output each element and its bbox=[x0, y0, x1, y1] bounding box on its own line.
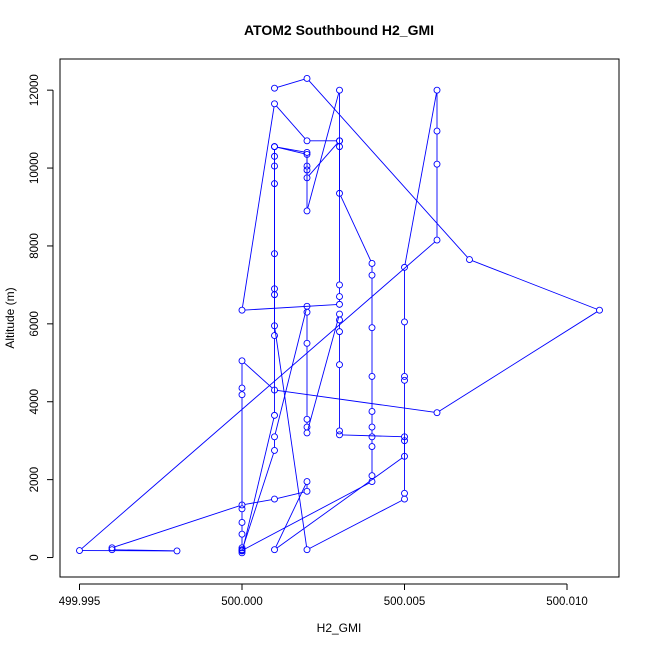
series-segment bbox=[277, 147, 304, 152]
data-point bbox=[467, 257, 473, 263]
x-tick-label: 500.010 bbox=[546, 596, 588, 608]
data-point bbox=[304, 208, 310, 214]
data-point bbox=[304, 75, 310, 81]
series-segment bbox=[275, 329, 307, 547]
y-tick-label: 4000 bbox=[29, 389, 41, 415]
series-segment bbox=[275, 309, 306, 434]
chart-title: ATOM2 Southbound H2_GMI bbox=[244, 22, 434, 38]
y-tick-label: 0 bbox=[29, 554, 41, 560]
series-segment bbox=[308, 317, 339, 430]
data-point bbox=[369, 325, 375, 331]
data-point bbox=[434, 128, 440, 134]
y-tick-label: 12000 bbox=[29, 74, 41, 106]
series-segment bbox=[440, 312, 597, 411]
data-point bbox=[369, 408, 375, 414]
data-point bbox=[434, 410, 440, 416]
data-point bbox=[402, 490, 408, 496]
data-point bbox=[272, 496, 278, 502]
series-segment bbox=[245, 305, 337, 310]
data-point bbox=[337, 329, 343, 335]
series-segment bbox=[244, 363, 272, 388]
data-point bbox=[239, 531, 245, 537]
data-point bbox=[337, 301, 343, 307]
series-segment bbox=[309, 143, 338, 175]
data-point bbox=[272, 547, 278, 553]
series-segment bbox=[309, 81, 467, 258]
series-segment bbox=[276, 106, 305, 138]
data-point bbox=[272, 434, 278, 440]
series-segment bbox=[243, 418, 274, 550]
y-tick-label: 8000 bbox=[29, 233, 41, 259]
data-point bbox=[272, 101, 278, 107]
data-point bbox=[337, 294, 343, 300]
series-segment bbox=[342, 435, 401, 437]
data-point bbox=[272, 144, 278, 150]
data-point bbox=[369, 272, 375, 278]
data-point bbox=[304, 430, 310, 436]
data-point bbox=[272, 412, 278, 418]
data-point bbox=[272, 85, 278, 91]
series-segment bbox=[115, 506, 239, 547]
series-segment bbox=[277, 390, 434, 412]
series-segment bbox=[308, 93, 339, 208]
data-point bbox=[402, 377, 408, 383]
data-point bbox=[337, 432, 343, 438]
y-tick-label: 2000 bbox=[29, 467, 41, 493]
data-point bbox=[272, 333, 278, 339]
data-point bbox=[369, 260, 375, 266]
data-point bbox=[369, 444, 375, 450]
data-point bbox=[369, 373, 375, 379]
series-segment bbox=[472, 261, 596, 309]
data-point bbox=[239, 392, 245, 398]
series-segment bbox=[245, 483, 370, 549]
y-axis-label: Altitude (m) bbox=[3, 287, 17, 348]
data-point bbox=[434, 237, 440, 243]
data-point bbox=[304, 416, 310, 422]
data-point bbox=[597, 307, 603, 313]
series-segment bbox=[341, 196, 371, 261]
data-point bbox=[369, 424, 375, 430]
data-layer bbox=[77, 75, 603, 555]
data-point bbox=[272, 447, 278, 453]
data-point bbox=[239, 519, 245, 525]
data-point bbox=[174, 548, 180, 554]
data-point bbox=[337, 87, 343, 93]
data-point bbox=[337, 311, 343, 317]
data-point bbox=[369, 434, 375, 440]
data-point bbox=[239, 307, 245, 313]
data-point bbox=[369, 473, 375, 479]
data-point bbox=[402, 264, 408, 270]
data-point bbox=[337, 282, 343, 288]
data-point bbox=[402, 319, 408, 325]
data-point bbox=[239, 385, 245, 391]
data-point bbox=[304, 309, 310, 315]
data-point bbox=[434, 161, 440, 167]
series-segment bbox=[82, 242, 435, 548]
data-point bbox=[304, 138, 310, 144]
data-point bbox=[304, 547, 310, 553]
data-point bbox=[77, 548, 83, 554]
data-point bbox=[304, 340, 310, 346]
data-point bbox=[304, 479, 310, 485]
series-segment bbox=[277, 79, 304, 87]
series-segment bbox=[242, 107, 274, 307]
data-point bbox=[337, 317, 343, 323]
series-segment bbox=[405, 93, 436, 264]
x-tick-label: 499.995 bbox=[59, 596, 101, 608]
data-point bbox=[434, 87, 440, 93]
data-point bbox=[239, 358, 245, 364]
x-tick-label: 500.005 bbox=[384, 596, 426, 608]
y-tick-label: 6000 bbox=[29, 311, 41, 337]
data-point bbox=[402, 496, 408, 502]
data-point bbox=[337, 362, 343, 368]
y-tick-label: 10000 bbox=[29, 152, 41, 184]
data-point bbox=[304, 488, 310, 494]
x-tick-label: 500.000 bbox=[221, 596, 263, 608]
x-axis-label: H2_GMI bbox=[317, 621, 362, 635]
data-point bbox=[304, 424, 310, 430]
